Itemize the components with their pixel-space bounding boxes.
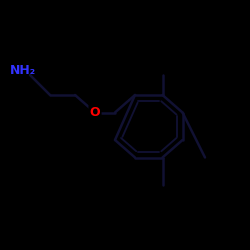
Text: O: O: [90, 106, 100, 119]
Text: NH₂: NH₂: [10, 64, 36, 76]
